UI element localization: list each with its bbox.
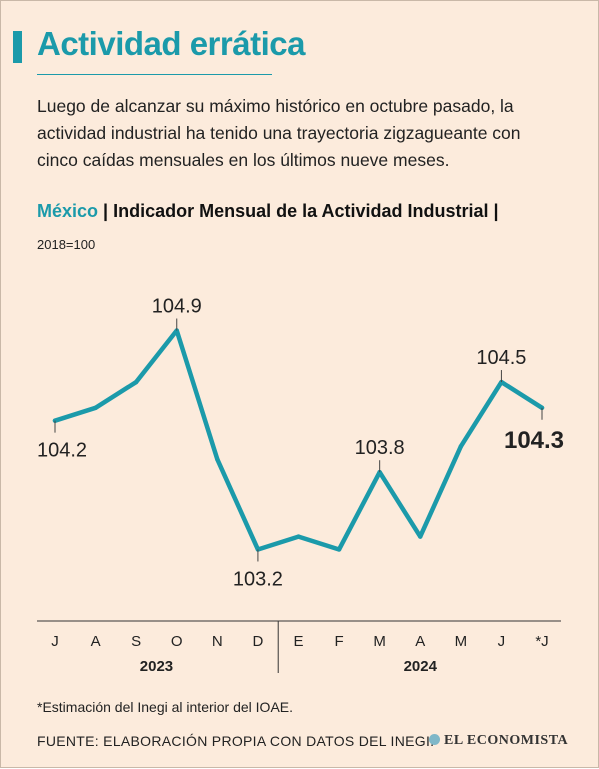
data-point [418,534,423,539]
chart-heading: México | Indicador Mensual de la Activid… [37,201,499,222]
data-point [215,457,220,462]
data-point [458,444,464,449]
data-point [133,379,139,385]
data-point [93,405,98,410]
data-label: 104.5 [476,347,526,369]
separator: | [493,201,499,221]
data-label: 104.2 [37,440,87,462]
data-label: 103.8 [355,437,405,459]
brand-logo: EL ECONOMISTA [429,733,568,749]
source-note: FUENTE: ELABORACIÓN PROPIA CON DATOS DEL… [37,733,435,749]
x-tick-label: S [131,633,141,650]
data-point [296,534,301,539]
year-label: 2024 [404,658,438,675]
x-tick-label: M [455,633,468,650]
subtitle: Luego de alcanzar su máximo histórico en… [37,96,521,170]
x-tick-label: E [293,633,303,650]
series-line [52,328,545,552]
indicator-label: Indicador Mensual de la Actividad Indust… [113,201,489,221]
footnote: *Estimación del Inegi al interior del IO… [37,699,294,715]
title-accent-bar [13,31,22,63]
unit-label: 2018=100 [37,237,96,252]
x-tick-label: J [51,633,59,650]
data-label: 104.3 [504,427,564,454]
x-tick-label: M [373,633,386,650]
x-tick-label: *J [535,633,548,650]
globe-icon [429,734,440,745]
x-tick-label: J [498,633,506,650]
x-tick-label: A [415,633,425,650]
x-tick-label: N [212,633,223,650]
separator: | [103,201,109,221]
x-tick-label: F [334,633,343,650]
title-underline [37,74,272,75]
data-label: 104.9 [152,296,202,318]
country-label: México [37,201,99,221]
x-tick-label: A [91,633,101,650]
x-tick-label: D [252,633,263,650]
data-point [336,547,342,552]
year-label: 2023 [140,658,173,675]
x-tick-label: O [171,633,183,650]
data-label: 103.2 [233,568,283,590]
page-title: Actividad errática [37,25,305,62]
brand-name: EL ECONOMISTA [444,733,569,748]
